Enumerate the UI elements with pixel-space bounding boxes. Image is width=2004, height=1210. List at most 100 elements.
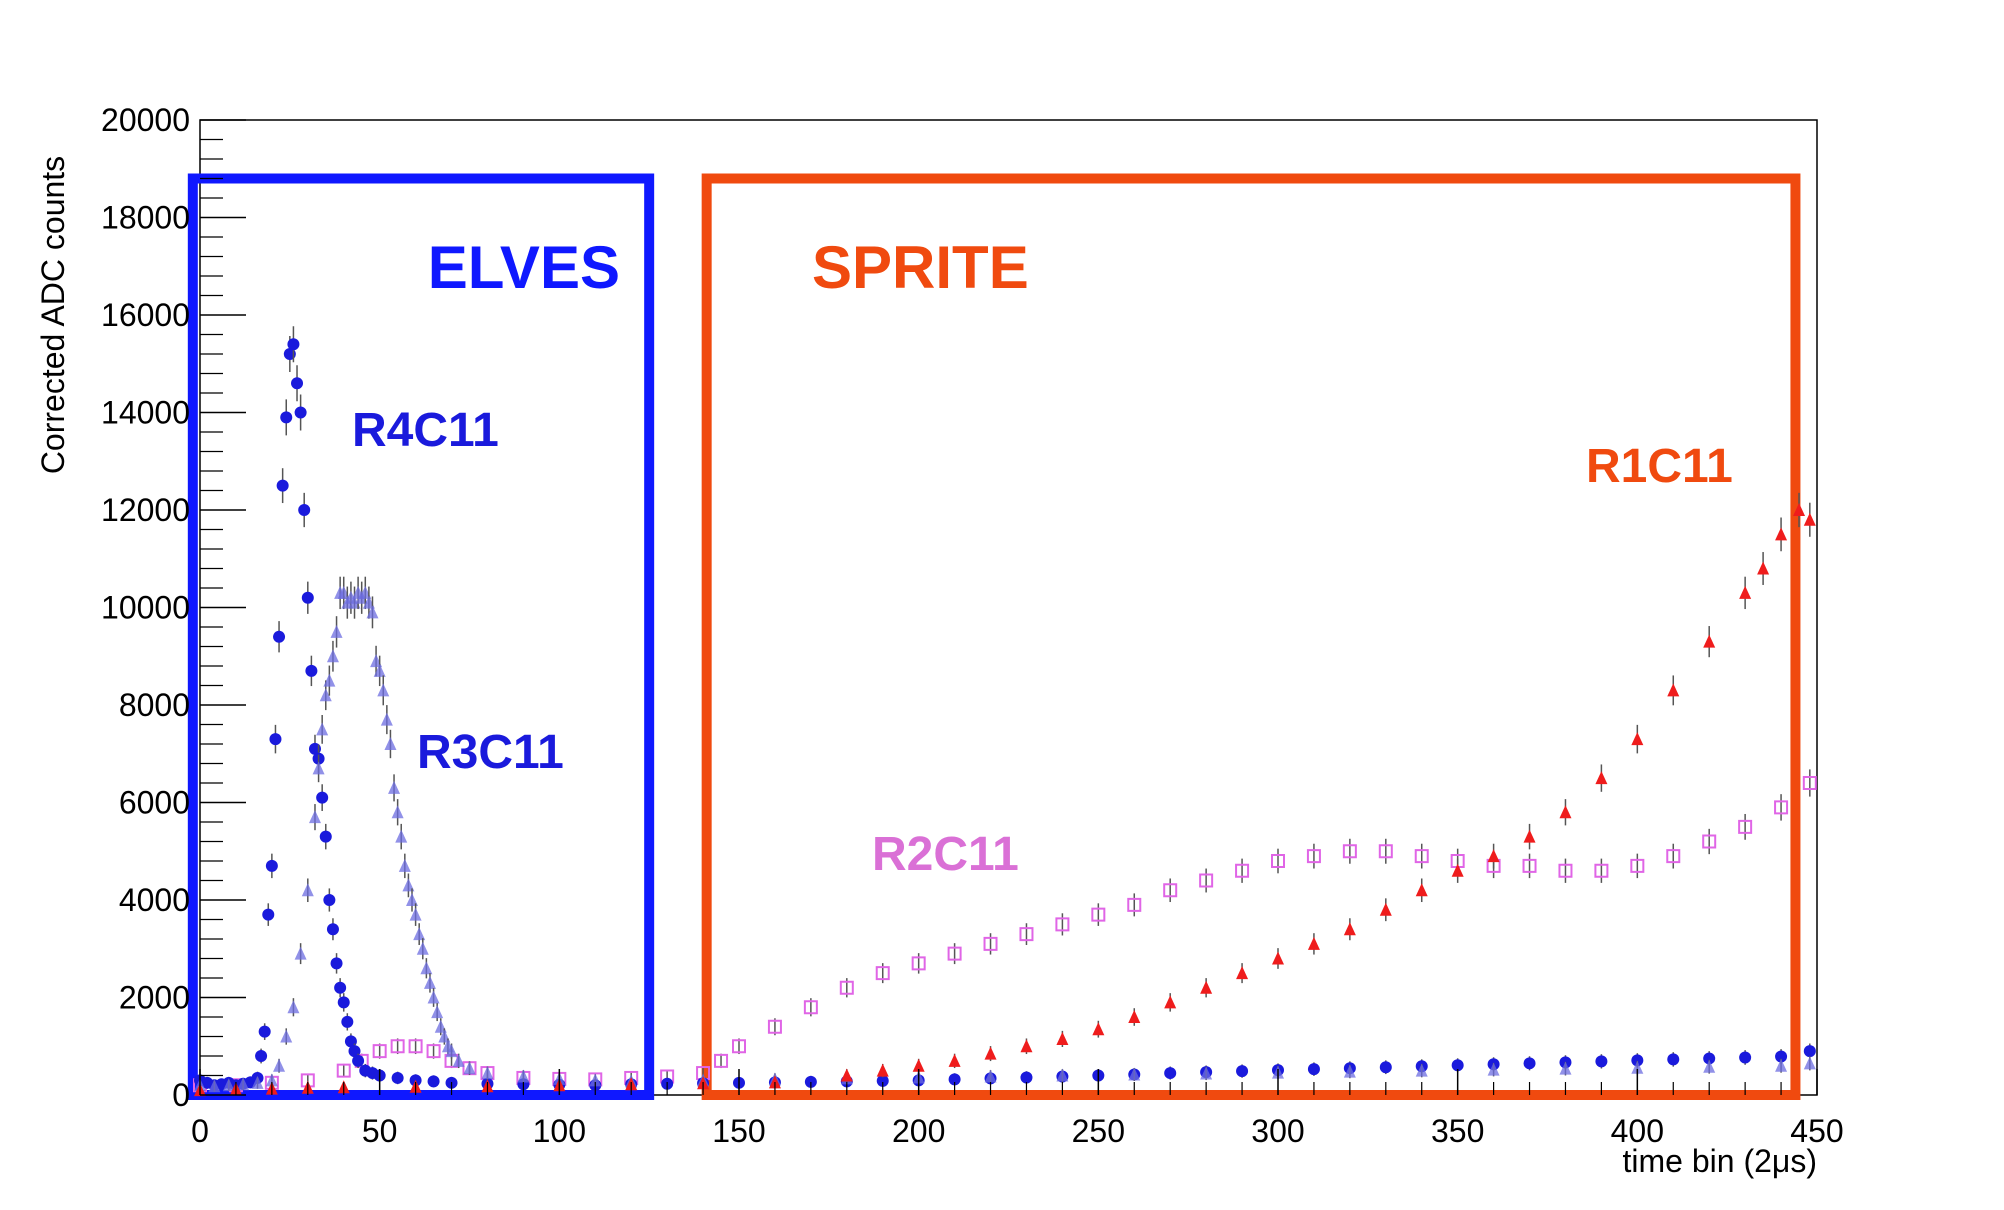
data-point xyxy=(427,990,440,1004)
data-point xyxy=(1595,1055,1608,1068)
data-point xyxy=(1703,1052,1716,1065)
y-axis-title: Corrected ADC counts xyxy=(35,156,71,474)
region-box-elves xyxy=(187,173,655,1100)
data-point xyxy=(384,737,397,750)
data-point xyxy=(408,1039,423,1054)
data-point xyxy=(301,883,314,897)
data-point xyxy=(287,338,300,351)
y-tick-label: 10000 xyxy=(101,590,190,626)
data-point xyxy=(391,805,404,819)
data-point xyxy=(1236,966,1249,980)
data-point xyxy=(804,1075,817,1088)
data-point xyxy=(1739,585,1752,599)
data-point xyxy=(1091,907,1106,922)
data-point xyxy=(1757,561,1770,575)
data-point xyxy=(452,1053,465,1067)
data-point xyxy=(1343,1064,1356,1078)
data-point xyxy=(255,1050,268,1062)
data-point xyxy=(840,1068,853,1082)
data-point xyxy=(265,1073,278,1087)
data-point xyxy=(366,605,379,619)
data-point xyxy=(1802,776,1817,790)
data-point xyxy=(262,908,275,921)
data-point xyxy=(1793,503,1806,516)
data-point xyxy=(1055,917,1070,932)
y-tick-label: 12000 xyxy=(101,492,190,528)
x-tick-label: 400 xyxy=(1611,1113,1664,1149)
x-tick-label: 100 xyxy=(533,1113,586,1149)
data-point xyxy=(876,1063,889,1077)
data-point xyxy=(312,761,325,775)
x-tick-label: 0 xyxy=(191,1113,209,1149)
data-point xyxy=(876,1074,889,1087)
x-axis-title: time bin (2μs) xyxy=(1623,1143,1817,1179)
data-point xyxy=(1415,883,1428,897)
data-point xyxy=(1666,849,1681,864)
data-point xyxy=(445,1044,458,1058)
data-point xyxy=(1631,732,1644,746)
data-point xyxy=(323,894,336,906)
data-point xyxy=(258,1025,271,1038)
data-point xyxy=(420,961,433,975)
data-point xyxy=(1630,858,1645,873)
data-point xyxy=(481,1066,494,1080)
data-point xyxy=(1702,834,1717,849)
data-point xyxy=(1451,863,1464,877)
data-point xyxy=(1307,936,1320,950)
data-point xyxy=(1803,1045,1816,1058)
data-point xyxy=(1020,1039,1033,1053)
series-label-r1c11: R1C11 xyxy=(1586,440,1733,493)
data-point xyxy=(409,907,422,921)
data-point xyxy=(589,1073,602,1087)
data-point xyxy=(1271,854,1285,868)
x-tick-label: 350 xyxy=(1431,1113,1484,1149)
data-point xyxy=(948,1053,961,1067)
data-point xyxy=(732,1039,746,1054)
data-point xyxy=(319,688,332,702)
data-point xyxy=(1703,1059,1716,1073)
data-point xyxy=(1738,819,1753,834)
data-point xyxy=(1200,1066,1213,1080)
data-point xyxy=(983,936,998,951)
series-r4c11 xyxy=(194,326,1816,1092)
data-point xyxy=(1235,863,1250,878)
x-tick-label: 300 xyxy=(1251,1113,1304,1149)
x-tick-label: 450 xyxy=(1790,1113,1843,1149)
data-point xyxy=(273,630,286,643)
data-point xyxy=(1378,844,1393,859)
data-point xyxy=(1127,897,1142,912)
data-point xyxy=(912,1058,925,1072)
data-point xyxy=(391,1071,404,1084)
y-tick-label: 18000 xyxy=(101,200,190,236)
data-point xyxy=(326,649,339,663)
data-point xyxy=(1307,1063,1320,1076)
data-point xyxy=(911,956,926,971)
data-point xyxy=(291,377,304,390)
region-boxes xyxy=(187,173,1801,1100)
data-point xyxy=(380,712,393,726)
data-point xyxy=(330,957,343,970)
data-point xyxy=(1164,1067,1177,1080)
data-point xyxy=(947,946,962,961)
data-point xyxy=(768,1075,781,1089)
x-tick-label: 50 xyxy=(362,1113,398,1149)
data-point xyxy=(323,673,336,687)
x-tick-label: 250 xyxy=(1072,1113,1125,1149)
data-point xyxy=(1019,927,1034,942)
data-point xyxy=(1631,1054,1644,1067)
data-point xyxy=(265,859,278,872)
region-box-sprite xyxy=(701,173,1801,1100)
data-point xyxy=(1056,1068,1069,1082)
data-point xyxy=(1379,902,1392,916)
data-point xyxy=(298,504,311,516)
data-point xyxy=(1631,1060,1644,1074)
x-tick-label: 150 xyxy=(712,1113,765,1149)
data-point xyxy=(839,980,854,995)
data-point xyxy=(984,1046,997,1060)
x-tick-label: 200 xyxy=(892,1113,945,1149)
data-point xyxy=(413,927,426,941)
y-tick-label: 20000 xyxy=(101,102,190,138)
data-point xyxy=(1164,995,1177,1009)
data-point xyxy=(1774,800,1789,815)
